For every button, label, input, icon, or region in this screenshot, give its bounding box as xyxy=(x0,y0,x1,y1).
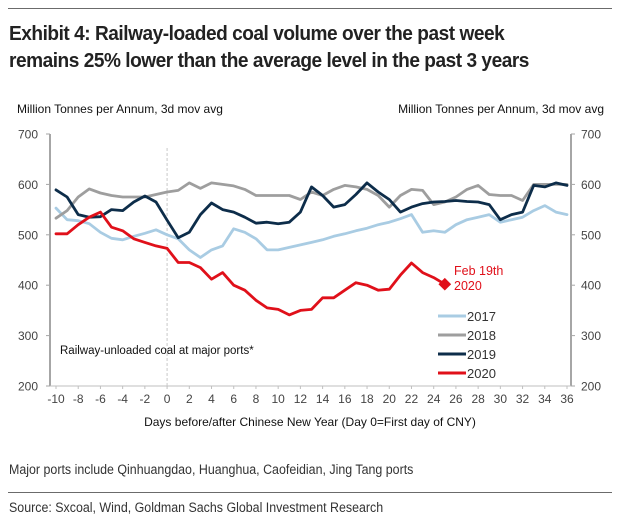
x-tick-label: 18 xyxy=(360,392,374,406)
x-tick-label: 8 xyxy=(253,392,260,406)
x-tick-label: 26 xyxy=(449,392,463,406)
x-tick-label: -4 xyxy=(117,392,128,406)
source-note: Source: Sxcoal, Wind, Goldman Sachs Glob… xyxy=(9,500,384,515)
y-tick-label: 600 xyxy=(581,178,601,192)
y-axis-label-left: Million Tonnes per Annum, 3d mov avg xyxy=(17,102,223,116)
x-tick-label: -2 xyxy=(140,392,151,406)
footnote-rule xyxy=(8,492,612,493)
x-axis-label: Days before/after Chinese New Year (Day … xyxy=(144,415,476,429)
legend-item-2019: 2019 xyxy=(438,347,496,362)
legend: 2017 2018 2019 2020 xyxy=(438,309,496,381)
x-tick-label: 2 xyxy=(186,392,193,406)
x-tick-label: 30 xyxy=(494,392,508,406)
x-tick-label: 4 xyxy=(208,392,215,406)
x-tick-label: 12 xyxy=(294,392,308,406)
x-tick-label: 16 xyxy=(338,392,352,406)
x-tick-label: 6 xyxy=(230,392,237,406)
y-tick-label: 400 xyxy=(581,279,601,293)
x-tick-label: -6 xyxy=(95,392,106,406)
x-tick-label: 28 xyxy=(471,392,485,406)
x-tick-label: 22 xyxy=(405,392,419,406)
y-ticks-right: 200 300 400 500 600 700 xyxy=(571,128,601,394)
series-line-2020 xyxy=(54,210,447,317)
x-tick-label: -8 xyxy=(73,392,84,406)
legend-label: 2020 xyxy=(467,366,496,381)
x-tick-label: -10 xyxy=(47,392,65,406)
y-tick-label: 700 xyxy=(18,128,38,142)
y-tick-label: 500 xyxy=(581,228,601,242)
legend-item-2020: 2020 xyxy=(438,366,496,381)
y-tick-label: 700 xyxy=(581,128,601,142)
legend-item-2017: 2017 xyxy=(438,309,496,324)
x-tick-label: 24 xyxy=(427,392,441,406)
x-tick-label: 32 xyxy=(516,392,530,406)
x-tick-label: 14 xyxy=(316,392,330,406)
footnote: Major ports include Qinhuangdao, Huanghu… xyxy=(9,462,414,477)
y-tick-label: 400 xyxy=(18,279,38,293)
legend-label: 2019 xyxy=(467,347,496,362)
series-line-2017 xyxy=(54,204,569,259)
top-rule xyxy=(8,8,612,9)
x-tick-label: 10 xyxy=(271,392,285,406)
chart-title: Exhibit 4: Railway-loaded coal volume ov… xyxy=(9,22,529,72)
axes xyxy=(49,134,572,387)
annotation-feb19: Feb 19th 2020 xyxy=(438,264,503,293)
inner-label: Railway-unloaded coal at major ports* xyxy=(60,345,254,357)
series-line-2019 xyxy=(54,181,569,240)
y-tick-label: 200 xyxy=(18,380,38,394)
legend-label: 2018 xyxy=(467,328,496,343)
legend-label: 2017 xyxy=(467,309,496,324)
x-tick-label: 34 xyxy=(538,392,552,406)
x-tick-label: 20 xyxy=(383,392,397,406)
series-lines xyxy=(54,181,569,317)
annotation-line2: 2020 xyxy=(454,279,482,293)
y-ticks-left: 200 300 400 500 600 700 xyxy=(18,128,50,394)
legend-item-2018: 2018 xyxy=(438,328,496,343)
y-tick-label: 300 xyxy=(581,329,601,343)
x-tick-label: 36 xyxy=(560,392,574,406)
y-tick-label: 500 xyxy=(18,228,38,242)
y-tick-label: 300 xyxy=(18,329,38,343)
annotation-marker xyxy=(438,277,452,291)
y-tick-label: 600 xyxy=(18,178,38,192)
y-tick-label: 200 xyxy=(581,380,601,394)
annotation-line1: Feb 19th xyxy=(454,264,503,278)
x-ticks: -10 -8 -6 -4 -2 0 2 4 6 8 10 12 14 16 18 20 22 24 26 28 30 32… xyxy=(47,386,574,406)
x-tick-label: 0 xyxy=(164,392,171,406)
line-chart: Million Tonnes per Annum, 3d mov avg Mil… xyxy=(17,102,604,429)
y-axis-label-right: Million Tonnes per Annum, 3d mov avg xyxy=(398,102,604,116)
